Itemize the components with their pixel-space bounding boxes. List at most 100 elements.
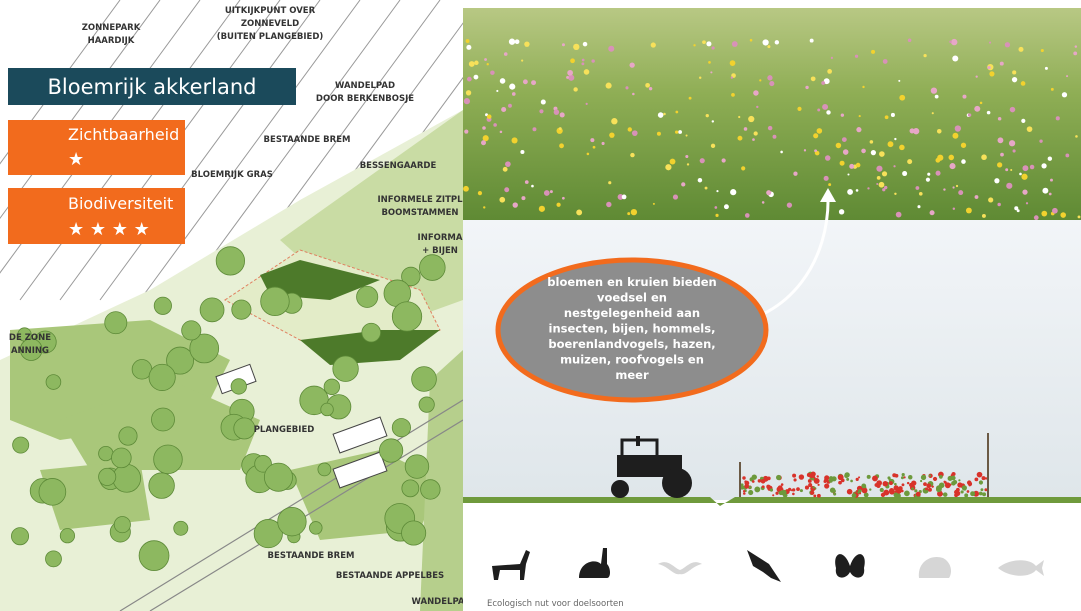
flower xyxy=(814,478,820,484)
flower xyxy=(961,159,966,164)
flower xyxy=(1041,211,1047,217)
flower xyxy=(982,476,986,480)
callout-text: boerenlandvogels, hazen, xyxy=(548,337,715,351)
flower xyxy=(1066,75,1068,77)
flower xyxy=(608,181,611,184)
flower xyxy=(917,205,920,208)
flower xyxy=(859,115,861,117)
flower xyxy=(1052,208,1058,214)
flower xyxy=(815,152,818,155)
flower xyxy=(831,57,833,59)
flower xyxy=(981,154,987,160)
callout-text: voedsel en xyxy=(597,291,667,305)
flower xyxy=(956,185,958,187)
tree xyxy=(174,521,188,535)
flower xyxy=(699,77,701,79)
flower xyxy=(871,150,876,155)
flower xyxy=(722,158,726,162)
flower xyxy=(1017,209,1020,212)
flower xyxy=(767,75,772,80)
flower xyxy=(813,486,815,488)
flower xyxy=(847,489,853,495)
flower xyxy=(570,58,575,63)
map-label: WANDELPA xyxy=(412,597,465,607)
flower xyxy=(665,164,671,170)
flower xyxy=(731,76,733,78)
flower xyxy=(958,479,960,481)
tree xyxy=(419,255,445,281)
flower xyxy=(702,40,706,44)
flower xyxy=(824,176,829,181)
flower xyxy=(817,484,819,486)
flower xyxy=(1022,165,1028,171)
flower xyxy=(716,190,718,192)
flower xyxy=(645,83,650,88)
callout-text: insecten, bijen, hommels, xyxy=(549,322,716,336)
flower xyxy=(867,187,869,189)
flower xyxy=(663,113,666,116)
flower xyxy=(1006,183,1012,189)
flower xyxy=(936,486,942,492)
flower xyxy=(974,106,980,112)
flower xyxy=(752,138,755,141)
flower xyxy=(1012,77,1017,82)
flower xyxy=(770,488,773,491)
flower xyxy=(943,188,945,190)
flower xyxy=(609,132,614,137)
flower xyxy=(778,485,783,490)
flower xyxy=(732,41,738,47)
map-label: INFORMA xyxy=(418,233,463,243)
flower xyxy=(761,479,766,484)
flower xyxy=(792,488,795,491)
flower xyxy=(904,491,910,497)
flower xyxy=(976,75,978,77)
flower xyxy=(742,476,745,479)
flower xyxy=(501,107,506,112)
tree xyxy=(114,517,130,533)
flower xyxy=(840,161,845,166)
flower xyxy=(967,480,971,484)
flower xyxy=(856,490,858,492)
tree xyxy=(357,286,378,307)
flower xyxy=(949,163,955,169)
flower xyxy=(524,41,529,46)
flower xyxy=(902,171,907,176)
flower xyxy=(856,478,859,481)
flower xyxy=(573,44,579,50)
flower xyxy=(531,80,536,85)
flower xyxy=(560,112,565,117)
flower xyxy=(961,143,966,148)
tree xyxy=(99,468,116,485)
map-label: ZONNEVELD xyxy=(241,19,299,29)
tree xyxy=(149,364,175,390)
flower xyxy=(743,490,745,492)
flower xyxy=(1048,157,1052,161)
rating-label: Biodiversiteit xyxy=(68,194,173,213)
flower xyxy=(834,490,836,492)
flower xyxy=(622,195,627,200)
flower xyxy=(839,209,844,214)
map-label: ZONNEPARK xyxy=(82,23,141,33)
flower xyxy=(811,76,816,81)
flower xyxy=(831,476,836,481)
tree xyxy=(264,463,292,491)
caption: Ecologisch nut voor doelsoorten xyxy=(487,599,624,609)
flower xyxy=(593,146,596,149)
flower xyxy=(521,196,525,200)
flower xyxy=(852,493,857,498)
flower xyxy=(888,141,894,147)
flower xyxy=(496,90,498,92)
flower xyxy=(975,195,979,199)
flower xyxy=(923,482,927,486)
flower xyxy=(982,214,986,218)
flower xyxy=(817,109,820,112)
flower xyxy=(775,492,778,495)
flower xyxy=(946,484,949,487)
flower xyxy=(766,190,771,195)
flower xyxy=(1042,188,1048,194)
flower xyxy=(964,493,968,497)
flower xyxy=(862,488,868,494)
flower xyxy=(842,137,847,142)
flower xyxy=(1065,154,1069,158)
